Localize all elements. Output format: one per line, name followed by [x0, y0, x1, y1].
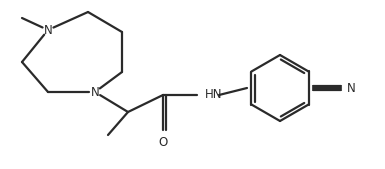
- Text: N: N: [90, 86, 99, 99]
- Text: N: N: [44, 23, 52, 37]
- Text: N: N: [347, 81, 356, 94]
- Text: O: O: [158, 136, 167, 149]
- Text: HN: HN: [205, 89, 223, 102]
